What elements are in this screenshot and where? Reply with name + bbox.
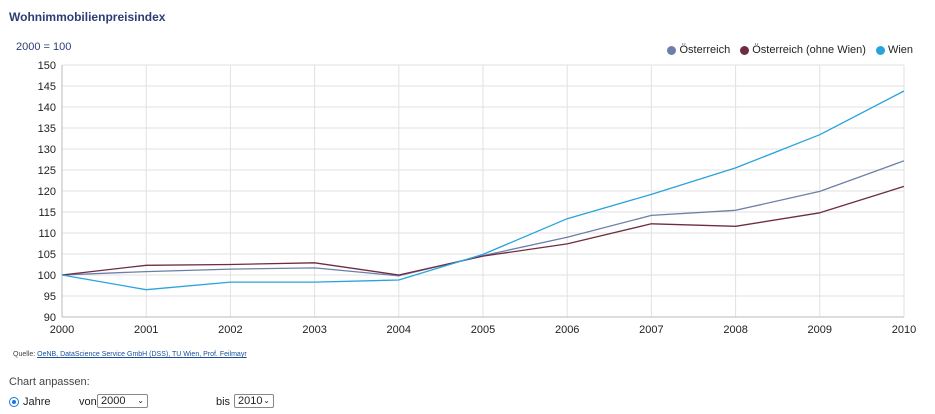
unit-label: 2000 = 100: [16, 41, 72, 53]
chart-controls: Jahre von 2000 ⌄ bis 2010 ⌄: [9, 394, 309, 412]
x-tick-label: 2000: [50, 324, 74, 336]
y-tick-label: 140: [38, 102, 56, 114]
x-tick-label: 2004: [387, 324, 411, 336]
to-label: bis: [216, 396, 231, 408]
y-tick-label: 125: [38, 165, 56, 177]
years-radio[interactable]: [9, 397, 19, 407]
x-tick-label: 2001: [134, 324, 158, 336]
y-tick-label: 150: [38, 60, 56, 72]
x-tick-label: 2007: [639, 324, 663, 336]
y-tick-label: 115: [38, 207, 56, 219]
to-year-select[interactable]: 2010 ⌄: [234, 394, 274, 408]
y-tick-label: 90: [44, 312, 56, 324]
source-link[interactable]: OeNB, DataScience Service GmbH (DSS), TU…: [37, 351, 247, 358]
x-tick-label: 2003: [302, 324, 326, 336]
y-tick-label: 145: [38, 81, 56, 93]
legend-item-oesterreich[interactable]: Österreich: [667, 44, 730, 56]
x-tick-label: 2010: [892, 324, 916, 336]
x-tick-label: 2009: [808, 324, 832, 336]
x-tick-label: 2002: [218, 324, 242, 336]
legend: Österreich Österreich (ohne Wien) Wien: [667, 44, 913, 56]
customize-heading: Chart anpassen:: [9, 376, 90, 388]
chevron-down-icon: ⌄: [137, 396, 144, 405]
series-line-2: [61, 90, 905, 291]
source-prefix: Quelle:: [13, 351, 38, 358]
y-tick-label: 95: [44, 291, 56, 303]
y-tick-label: 110: [38, 228, 56, 240]
legend-item-wien[interactable]: Wien: [875, 44, 913, 56]
to-year-value: 2010: [238, 395, 263, 407]
x-tick-label: 2005: [471, 324, 495, 336]
legend-item-ohne-wien[interactable]: Österreich (ohne Wien): [740, 44, 866, 56]
line-chart: 1501451401351301251201151101051009590200…: [38, 60, 917, 336]
y-tick-label: 120: [38, 186, 56, 198]
years-radio-label: Jahre: [23, 396, 51, 408]
source-note: Quelle: OeNB, DataScience Service GmbH (…: [13, 351, 247, 358]
chart-title: Wohnimmobilienpreisindex: [9, 10, 166, 24]
legend-label: Wien: [887, 44, 913, 56]
from-year-value: 2000: [101, 395, 126, 407]
x-tick-label: 2006: [555, 324, 579, 336]
legend-dot-icon: [667, 45, 677, 55]
y-tick-label: 130: [38, 144, 56, 156]
y-tick-label: 100: [38, 270, 56, 282]
legend-dot-icon: [875, 45, 885, 55]
from-label: von: [79, 396, 97, 408]
y-tick-label: 135: [38, 123, 56, 135]
legend-label: Österreich (ohne Wien): [752, 44, 866, 56]
chevron-down-icon: ⌄: [263, 396, 270, 405]
legend-dot-icon: [740, 45, 750, 55]
from-year-select[interactable]: 2000 ⌄: [97, 394, 148, 408]
legend-label: Österreich: [679, 44, 731, 56]
x-tick-label: 2008: [723, 324, 747, 336]
y-tick-label: 105: [38, 249, 56, 261]
